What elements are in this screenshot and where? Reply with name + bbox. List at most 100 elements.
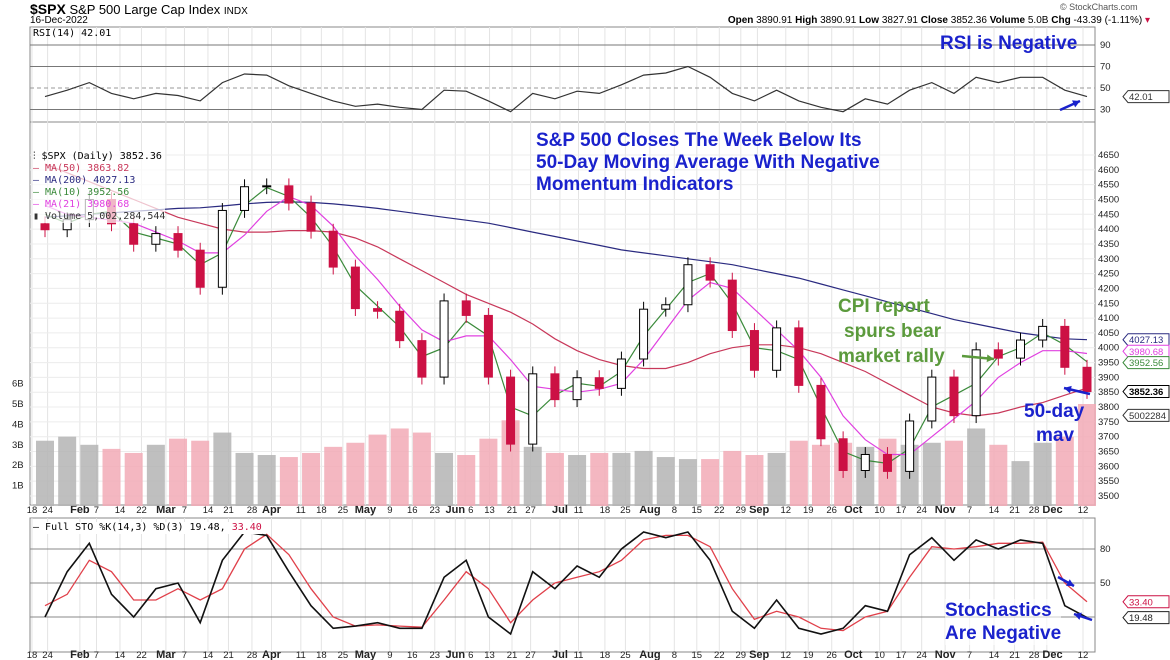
volume-bar <box>789 440 808 506</box>
candle-body <box>572 377 582 401</box>
price-tick-label: 3500 <box>1098 491 1119 502</box>
date-label: 12 <box>1078 650 1089 660</box>
price-tick-label: 4100 <box>1098 313 1119 324</box>
date-label: 25 <box>620 505 631 516</box>
rsi-line <box>44 65 1088 113</box>
arrow-icon-mav-head <box>1064 385 1072 394</box>
date-label: 18 <box>316 505 327 516</box>
volume-tick-label: 3B <box>12 440 24 451</box>
price-tick-label: 4550 <box>1098 180 1119 191</box>
price-tick-label: 4350 <box>1098 239 1119 250</box>
date-label: 7 <box>94 505 99 516</box>
price-tick-label: 4250 <box>1098 269 1119 280</box>
volume-bar <box>457 455 476 506</box>
date-label: 28 <box>1029 650 1040 660</box>
volume-bar <box>213 432 232 506</box>
candle-body <box>860 453 870 471</box>
date-label: 21 <box>223 505 234 516</box>
price-value-tag: 3852.36 <box>1129 387 1163 398</box>
date-label: Apr <box>262 504 282 516</box>
date-label: 17 <box>896 650 907 660</box>
volume-bar <box>479 438 498 506</box>
volume-bar <box>124 452 143 506</box>
date-label: 14 <box>115 505 126 516</box>
candle-body <box>594 377 604 389</box>
legend-entry: — MA(10) 3952.56 <box>33 187 130 198</box>
volume-bar <box>80 444 99 506</box>
date-label: May <box>355 649 377 660</box>
volume-bar <box>701 459 720 506</box>
ohlc-value: 3890.91 <box>756 15 796 26</box>
ohlc-value: 3852.36 <box>950 15 990 26</box>
candle-body <box>350 266 360 310</box>
volume-tick-label: 2B <box>12 460 24 471</box>
candle-body <box>284 185 294 204</box>
date-label: Dec <box>1042 649 1062 660</box>
volume-bar <box>435 452 454 506</box>
volume-bar <box>568 455 587 506</box>
candle-body <box>727 279 737 332</box>
date-label: 27 <box>525 505 536 516</box>
volume-bar <box>58 436 77 506</box>
price-value-tag-box <box>1122 408 1170 422</box>
ohlc-label: High <box>795 15 821 26</box>
legend-entry: — MA(50) 3863.82 <box>33 163 130 174</box>
price-tick-label: 3800 <box>1098 402 1119 413</box>
date-label: Mar <box>156 649 176 660</box>
date-label: 11 <box>574 505 584 516</box>
date-label: 16 <box>407 650 418 660</box>
date-label: 22 <box>136 650 147 660</box>
date-label: 7 <box>182 650 187 660</box>
candle-body <box>240 186 250 211</box>
volume-bar <box>169 438 188 506</box>
candle-body <box>417 340 427 378</box>
candle-body <box>838 438 848 471</box>
date-label: 18 <box>316 650 327 660</box>
volume-bar <box>634 450 653 506</box>
date-label: 29 <box>736 650 747 660</box>
ohlc-value: -43.39 (-1.11%) <box>1073 15 1145 26</box>
date-label: 24 <box>916 505 927 516</box>
date-label: 14 <box>989 650 1000 660</box>
date-label: 7 <box>94 650 99 660</box>
price-tick-label: 4450 <box>1098 209 1119 220</box>
annotation-stoch-line: Are Negative <box>945 623 1062 644</box>
date-label: 22 <box>136 505 147 516</box>
volume-bar <box>590 452 609 506</box>
candle-body <box>306 202 316 232</box>
date-label: 6 <box>468 505 473 516</box>
stoch-legend-d: 33.40 <box>231 522 262 533</box>
stoch-k-tag: 19.48 <box>1129 613 1153 624</box>
date-label: 13 <box>484 650 495 660</box>
price-value-tag: 5002284 <box>1129 411 1166 422</box>
volume-bar <box>811 444 830 506</box>
legend-entry: — MA(200) 4027.13 <box>33 175 136 186</box>
price-tick-label: 3650 <box>1098 447 1119 458</box>
date-label: 11 <box>574 650 584 660</box>
ohlc-summary: Open 3890.91 High 3890.91 Low 3827.91 Cl… <box>728 15 1150 26</box>
annotation-title-line: S&P 500 Closes The Week Below Its <box>536 130 862 151</box>
annotation-cpi-line: CPI report <box>838 296 930 317</box>
volume-bar <box>368 434 387 506</box>
candle-body <box>217 209 227 288</box>
volume-bar <box>191 440 210 506</box>
security-name: S&P 500 Large Cap Index <box>69 2 221 17</box>
volume-bar <box>656 457 675 506</box>
price-value-tag-box <box>1122 333 1170 347</box>
date-label: Jul <box>552 649 568 660</box>
volume-bar <box>967 428 986 506</box>
rsi-panel <box>29 26 1096 123</box>
candle-body <box>506 376 516 445</box>
annotation-mav-line: 50-day <box>1024 401 1085 422</box>
candle-body <box>772 327 782 371</box>
price-tick-label: 3750 <box>1098 417 1119 428</box>
candle-body <box>483 314 493 378</box>
ohlc-label: Open <box>727 15 757 26</box>
annotation-cpi-line: market rally <box>838 346 945 367</box>
ohlc-value: 3890.91 <box>820 15 860 26</box>
candle-body <box>528 373 538 445</box>
rsi-tick-label: 70 <box>1100 62 1111 73</box>
date-label: 12 <box>781 505 792 516</box>
date-label: 8 <box>672 505 677 516</box>
